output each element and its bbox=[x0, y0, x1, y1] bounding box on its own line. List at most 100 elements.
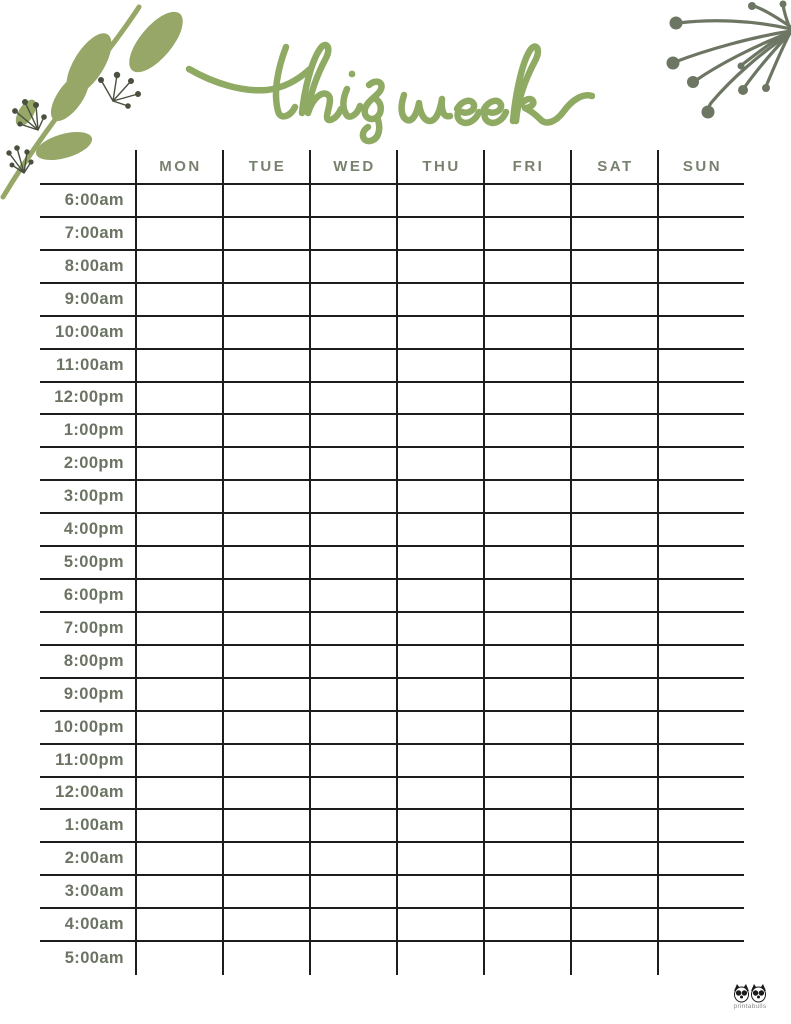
berry-cluster-icon bbox=[12, 99, 47, 131]
schedule-cell-sun-100pm bbox=[657, 415, 744, 449]
schedule-cell-wed-900pm bbox=[309, 678, 396, 712]
day-header-wed: WED bbox=[309, 150, 396, 185]
schedule-cell-sat-1200pm bbox=[570, 382, 657, 416]
time-label: 11:00pm bbox=[40, 745, 135, 778]
schedule-cell-thu-1100am bbox=[396, 349, 483, 383]
schedule-cell-thu-300pm bbox=[396, 481, 483, 515]
schedule-cell-sat-400am bbox=[570, 909, 657, 943]
time-label: 8:00pm bbox=[40, 646, 135, 679]
schedule-cell-sun-500pm bbox=[657, 547, 744, 580]
schedule-cell-sun-700pm bbox=[657, 612, 744, 646]
schedule-cell-fri-1200pm bbox=[483, 382, 570, 416]
schedule-cell-wed-100pm bbox=[309, 415, 396, 449]
schedule-cell-fri-700am bbox=[483, 217, 570, 251]
time-label: 7:00pm bbox=[40, 613, 135, 646]
schedule-cell-fri-800am bbox=[483, 250, 570, 284]
time-label: 6:00am bbox=[40, 185, 135, 218]
time-label: 2:00am bbox=[40, 843, 135, 877]
time-label: 10:00pm bbox=[40, 712, 135, 745]
schedule-cell-sun-1000pm bbox=[657, 711, 744, 745]
schedule-cell-sat-400pm bbox=[570, 514, 657, 548]
schedule-cell-thu-200am bbox=[396, 843, 483, 877]
schedule-cell-tue-700pm bbox=[222, 612, 309, 646]
day-header-sat: SAT bbox=[570, 150, 657, 185]
schedule-cell-thu-600am bbox=[396, 185, 483, 218]
day-header-fri: FRI bbox=[483, 150, 570, 185]
time-label: 12:00pm bbox=[40, 383, 135, 416]
schedule-cell-sat-800pm bbox=[570, 645, 657, 679]
time-label: 10:00am bbox=[40, 317, 135, 350]
schedule-cell-thu-800pm bbox=[396, 645, 483, 679]
schedule-cell-thu-1000am bbox=[396, 316, 483, 350]
schedule-cell-mon-500am bbox=[135, 942, 222, 975]
table-corner-spacer bbox=[40, 150, 135, 185]
schedule-cell-thu-500pm bbox=[396, 547, 483, 580]
berry-cluster-icon bbox=[98, 71, 141, 109]
schedule-cell-thu-400am bbox=[396, 909, 483, 943]
schedule-cell-mon-1100pm bbox=[135, 744, 222, 778]
schedule-cell-wed-700pm bbox=[309, 612, 396, 646]
schedule-cell-sat-200pm bbox=[570, 448, 657, 482]
schedule-cell-fri-1100am bbox=[483, 349, 570, 383]
schedule-cell-mon-600pm bbox=[135, 580, 222, 613]
schedule-cell-sat-300am bbox=[570, 876, 657, 910]
schedule-cell-sat-300pm bbox=[570, 481, 657, 515]
schedule-cell-tue-900am bbox=[222, 283, 309, 317]
page-title-script bbox=[185, 41, 595, 145]
schedule-cell-mon-700am bbox=[135, 217, 222, 251]
schedule-cell-thu-700am bbox=[396, 217, 483, 251]
time-label: 11:00am bbox=[40, 350, 135, 383]
schedule-cell-wed-1100am bbox=[309, 349, 396, 383]
schedule-cell-wed-1000am bbox=[309, 316, 396, 350]
schedule-cell-sun-400am bbox=[657, 909, 744, 943]
schedule-cell-sun-700am bbox=[657, 217, 744, 251]
schedule-cell-mon-100pm bbox=[135, 415, 222, 449]
schedule-cell-sat-500am bbox=[570, 942, 657, 975]
schedule-cell-tue-1000am bbox=[222, 316, 309, 350]
schedule-cell-fri-300pm bbox=[483, 481, 570, 515]
schedule-cell-mon-400am bbox=[135, 909, 222, 943]
schedule-cell-wed-600am bbox=[309, 185, 396, 218]
schedule-cell-tue-1100pm bbox=[222, 744, 309, 778]
schedule-cell-mon-300am bbox=[135, 876, 222, 910]
schedule-cell-fri-700pm bbox=[483, 612, 570, 646]
schedule-cell-thu-1100pm bbox=[396, 744, 483, 778]
schedule-cell-fri-1000am bbox=[483, 316, 570, 350]
time-label: 2:00pm bbox=[40, 448, 135, 482]
schedule-cell-mon-1000pm bbox=[135, 711, 222, 745]
schedule-cell-sun-500am bbox=[657, 942, 744, 975]
day-header-thu: THU bbox=[396, 150, 483, 185]
schedule-cell-mon-1200am bbox=[135, 777, 222, 811]
schedule-cell-tue-200am bbox=[222, 843, 309, 877]
schedule-cell-wed-200am bbox=[309, 843, 396, 877]
schedule-cell-wed-900am bbox=[309, 283, 396, 317]
time-label: 12:00am bbox=[40, 778, 135, 811]
schedule-cell-wed-300am bbox=[309, 876, 396, 910]
schedule-cell-fri-400am bbox=[483, 909, 570, 943]
time-label: 8:00am bbox=[40, 251, 135, 284]
schedule-cell-wed-1200am bbox=[309, 777, 396, 811]
schedule-cell-thu-600pm bbox=[396, 580, 483, 613]
schedule-cell-wed-700am bbox=[309, 217, 396, 251]
time-label: 4:00pm bbox=[40, 514, 135, 548]
schedule-cell-sat-600am bbox=[570, 185, 657, 218]
schedule-cell-sat-600pm bbox=[570, 580, 657, 613]
time-label: 5:00pm bbox=[40, 547, 135, 580]
schedule-cell-sun-800pm bbox=[657, 645, 744, 679]
schedule-cell-mon-400pm bbox=[135, 514, 222, 548]
schedule-cell-sat-1100am bbox=[570, 349, 657, 383]
schedule-cell-tue-300pm bbox=[222, 481, 309, 515]
schedule-cell-mon-700pm bbox=[135, 612, 222, 646]
schedule-cell-sun-900pm bbox=[657, 678, 744, 712]
schedule-cell-fri-600am bbox=[483, 185, 570, 218]
schedule-cell-mon-200am bbox=[135, 843, 222, 877]
schedule-cell-mon-500pm bbox=[135, 547, 222, 580]
schedule-cell-wed-200pm bbox=[309, 448, 396, 482]
schedule-cell-fri-600pm bbox=[483, 580, 570, 613]
schedule-cell-tue-500pm bbox=[222, 547, 309, 580]
schedule-cell-sun-1100pm bbox=[657, 744, 744, 778]
schedule-cell-tue-800am bbox=[222, 250, 309, 284]
schedule-cell-sun-200am bbox=[657, 843, 744, 877]
schedule-cell-mon-900am bbox=[135, 283, 222, 317]
schedule-cell-sun-400pm bbox=[657, 514, 744, 548]
